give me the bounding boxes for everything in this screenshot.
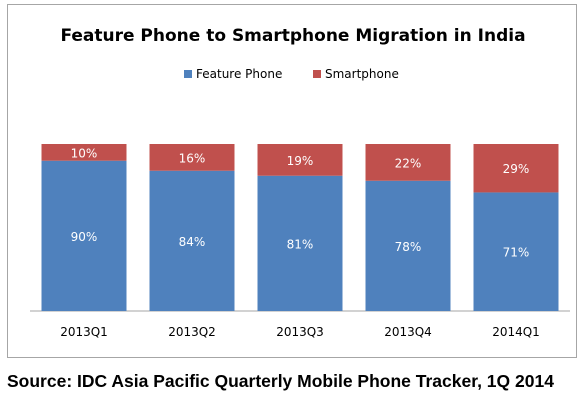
bar-smartphone-2014Q1	[473, 144, 559, 193]
legend-swatch-0	[184, 70, 192, 78]
data-label-feature-phone-2013Q2: 84%	[179, 235, 206, 249]
bar-smartphone-2013Q3	[257, 144, 343, 176]
data-label-smartphone-2013Q3: 19%	[287, 154, 314, 168]
bar-feature-phone-2013Q2	[149, 170, 235, 311]
data-label-smartphone-2013Q4: 22%	[395, 156, 422, 170]
chart-frame: Feature Phone to Smartphone Migration in…	[7, 4, 577, 358]
bar-smartphone-2013Q2	[149, 144, 235, 171]
bar-feature-phone-2013Q4	[365, 180, 451, 311]
data-label-feature-phone-2013Q4: 78%	[395, 240, 422, 254]
bar-smartphone-2013Q4	[365, 144, 451, 181]
bar-feature-phone-2013Q1	[41, 160, 127, 311]
x-tick-labels: 2013Q1 2013Q2 2013Q3 2013Q4 2014Q1	[60, 325, 540, 339]
x-tick-label-2013Q1: 2013Q1	[60, 325, 108, 339]
x-tick-label-2013Q4: 2013Q4	[384, 325, 432, 339]
stacked-bar-chart: Feature Phone to Smartphone Migration in…	[30, 26, 570, 339]
legend-label-0: Feature Phone	[196, 67, 282, 81]
data-label-smartphone-2014Q1: 29%	[503, 162, 530, 176]
data-label-feature-phone-2013Q3: 81%	[287, 237, 314, 251]
source-note: Source: IDC Asia Pacific Quarterly Mobil…	[7, 371, 554, 391]
bar-smartphone-2013Q1	[41, 144, 127, 161]
data-label-feature-phone-2013Q1: 90%	[71, 230, 98, 244]
data-label-feature-phone-2014Q1: 71%	[503, 246, 530, 260]
bars-group: 90% 10% 84% 16% 81% 19% 78% 22% 71% 29%	[41, 144, 559, 311]
chart-title: Feature Phone to Smartphone Migration in…	[60, 26, 525, 46]
bar-feature-phone-2013Q3	[257, 175, 343, 311]
bar-feature-phone-2014Q1	[473, 192, 559, 311]
data-label-smartphone-2013Q2: 16%	[179, 151, 206, 165]
x-tick-label-2013Q2: 2013Q2	[168, 325, 216, 339]
x-tick-label-2014Q1: 2014Q1	[492, 325, 540, 339]
legend-label-1: Smartphone	[325, 67, 399, 81]
x-tick-label-2013Q3: 2013Q3	[276, 325, 324, 339]
legend: Feature Phone Smartphone	[184, 67, 399, 81]
legend-swatch-1	[313, 70, 321, 78]
data-label-smartphone-2013Q1: 10%	[71, 146, 98, 160]
